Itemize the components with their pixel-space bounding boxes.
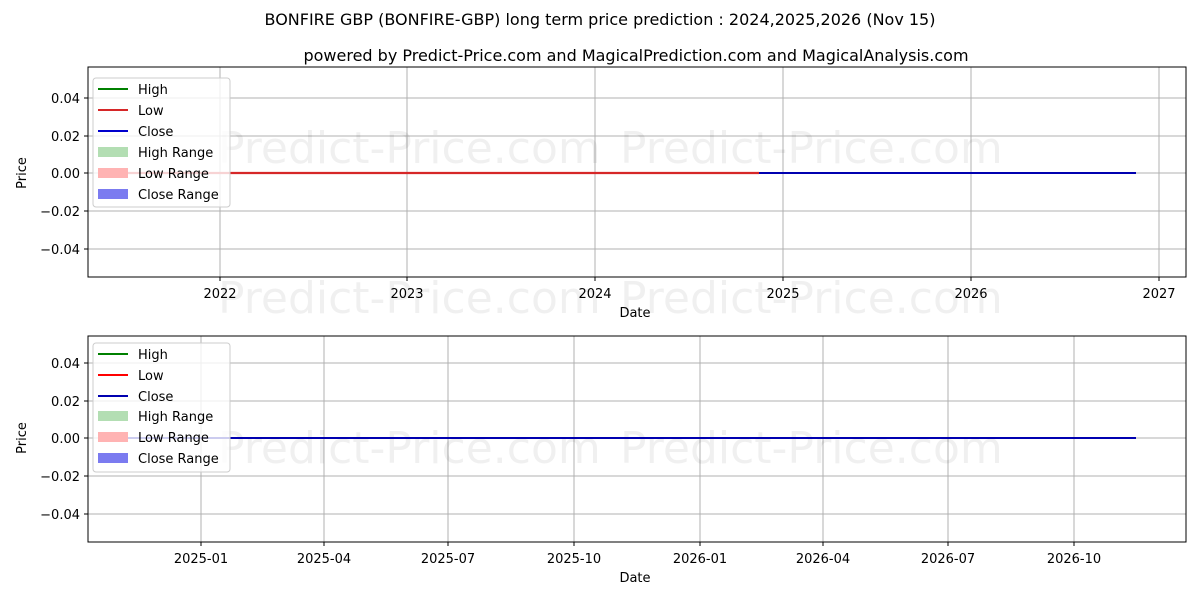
legend-high-range-swatch [98, 411, 128, 421]
bottom-axes-frame [87, 335, 1187, 543]
x-tick-label: 2025-07 [421, 552, 475, 567]
x-tick-label: 2025-04 [297, 552, 351, 567]
x-tick-label: 2026-07 [921, 552, 975, 567]
y-tick-label: 0.00 [51, 167, 80, 182]
legend-label: High Range [138, 410, 213, 425]
bottom-chart: Predict-Price.com Predict-Price.com 0.04… [15, 335, 1187, 586]
y-tick-label: 0.04 [51, 92, 80, 107]
chart-subtitle: powered by Predict-Price.com and Magical… [303, 46, 969, 65]
x-tick-label: 2025 [766, 287, 799, 302]
y-tick-label: 0.04 [51, 357, 80, 372]
legend-label: High [138, 83, 168, 98]
y-tick-label: −0.04 [40, 243, 80, 258]
top-axes-frame [87, 66, 1187, 278]
legend-label: High [138, 348, 168, 363]
watermark: Predict-Price.com [620, 123, 1003, 174]
y-axis-label: Price [15, 422, 30, 454]
legend-label: Low [138, 104, 164, 119]
y-tick-label: −0.02 [40, 205, 80, 220]
x-tick-label: 2022 [203, 287, 236, 302]
legend-label: Close [138, 390, 173, 405]
legend-label: Low Range [138, 431, 209, 446]
top-grid [88, 67, 1186, 277]
legend-label: Low Range [138, 167, 209, 182]
y-tick-label: −0.02 [40, 470, 80, 485]
legend-low-range-swatch [98, 168, 128, 178]
x-axis-label: Date [619, 306, 650, 321]
bottom-legend: High Low Close High Range Low Range Clos… [92, 342, 231, 473]
x-tick-label: 2025-10 [547, 552, 601, 567]
watermark: Predict-Price.com [218, 123, 601, 174]
x-tick-label: 2026 [954, 287, 987, 302]
legend-label: Low [138, 369, 164, 384]
x-tick-label: 2024 [578, 287, 611, 302]
y-tick-label: −0.04 [40, 508, 80, 523]
legend-low-range-swatch [98, 432, 128, 442]
legend-label: Close Range [138, 452, 219, 467]
y-tick-label: 0.02 [51, 130, 80, 145]
legend-close-range-swatch [98, 453, 128, 463]
x-tick-label: 2026-01 [673, 552, 727, 567]
y-axis-label: Price [15, 157, 30, 189]
legend-close-range-swatch [98, 189, 128, 199]
x-tick-label: 2023 [390, 287, 423, 302]
watermark: Predict-Price.com [620, 423, 1003, 474]
y-tick-label: 0.00 [51, 432, 80, 447]
x-axis-label: Date [619, 571, 650, 586]
x-tick-label: 2025-01 [174, 552, 228, 567]
chart-title: BONFIRE GBP (BONFIRE-GBP) long term pric… [264, 10, 936, 29]
x-tick-label: 2027 [1142, 287, 1175, 302]
x-tick-label: 2026-04 [796, 552, 850, 567]
legend-label: Close [138, 125, 173, 140]
watermark: Predict-Price.com [620, 273, 1003, 324]
top-chart: Predict-Price.com Predict-Price.com Pred… [15, 66, 1187, 324]
x-tick-label: 2026-10 [1047, 552, 1101, 567]
legend-label: Close Range [138, 188, 219, 203]
watermark: Predict-Price.com [218, 273, 601, 324]
legend-label: High Range [138, 146, 213, 161]
watermark: Predict-Price.com [218, 423, 601, 474]
legend-high-range-swatch [98, 147, 128, 157]
y-tick-label: 0.02 [51, 395, 80, 410]
top-legend: High Low Close High Range Low Range Clos… [92, 77, 231, 208]
